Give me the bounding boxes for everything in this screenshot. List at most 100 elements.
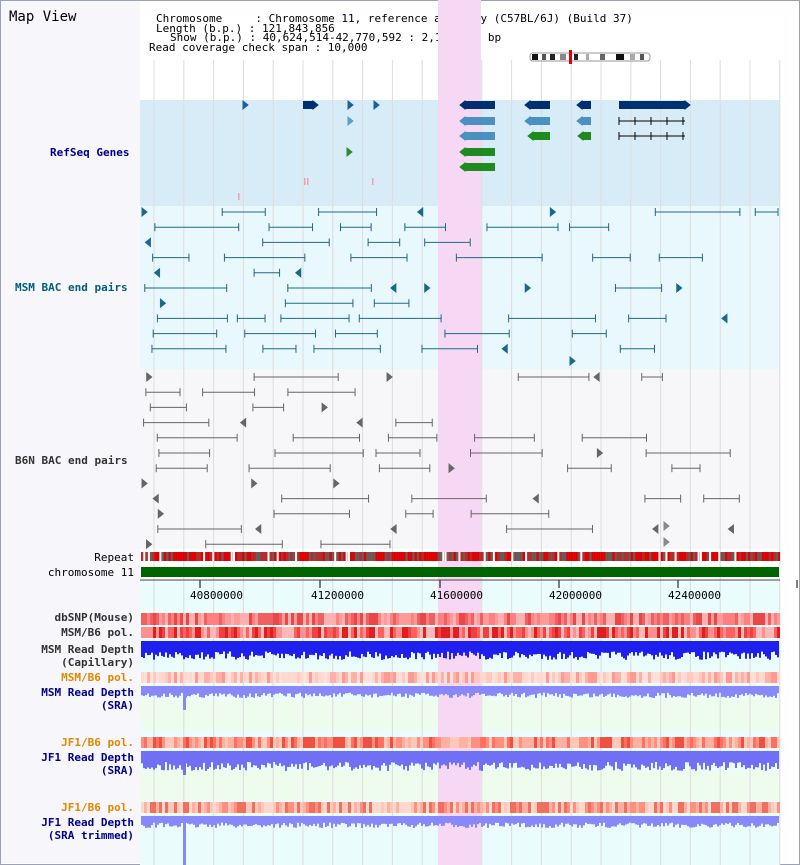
msm-capillary-depth-bar	[469, 641, 471, 652]
jf1-trimmed-depth-bar	[541, 816, 543, 828]
msm-pol2-heat-cell	[336, 672, 339, 683]
msm-capillary-depth-bar	[267, 641, 269, 653]
msm-pol-heat-cell	[201, 627, 204, 638]
dbsnp-heat-cell	[147, 613, 150, 625]
jf1-pol2-heat-cell	[336, 802, 339, 813]
repeat-segment	[773, 552, 776, 561]
repeat-segment	[748, 552, 751, 561]
dbsnp-heat-cell	[543, 613, 546, 625]
refseq-gene-features[interactable]	[238, 99, 691, 200]
jf1-pol2-heat-cell	[396, 802, 399, 813]
msm-pol2-heat-cell	[318, 672, 321, 683]
jf1-sra-depth-bar	[647, 751, 649, 767]
jf1-sra-depth-bar	[703, 751, 705, 763]
jf1-sra-depth-bar	[547, 751, 549, 769]
dbsnp-heat-cell	[684, 613, 687, 625]
dbsnp-heat-cell	[288, 613, 291, 625]
jf1-pol-heat-cell	[675, 737, 678, 748]
msm-sra-depth-bar	[373, 686, 375, 694]
msm-sra-depth-bar	[321, 686, 323, 696]
msm-capillary-depth-bar	[591, 641, 593, 654]
msm-capillary-depth-bar	[585, 641, 587, 659]
b6n-bac-pair-features[interactable]	[141, 371, 740, 550]
jf1-sra-depth-bar	[197, 751, 199, 771]
selected-region-highlight[interactable]	[438, 0, 481, 865]
jf1-pol-heat-cell	[603, 737, 606, 748]
jf1-pol-heat-cell	[180, 737, 183, 748]
msm-sra-depth-bar	[159, 686, 161, 698]
msm-sra-depth-bar	[411, 686, 413, 696]
msm-capillary-depth-bar	[475, 641, 477, 656]
msm-pol-heat-cell	[513, 627, 516, 638]
jf1-pol2-heat-cell	[348, 802, 351, 813]
jf1-sra-depth-bar	[417, 751, 419, 764]
msm-pol-heat-cell	[435, 627, 438, 638]
msm-pol2-heat-cell	[396, 672, 399, 683]
msm-sra-depth-bar	[561, 686, 563, 698]
msm-capillary-depth-bar	[379, 641, 381, 654]
jf1-sra-depth-bar	[419, 751, 421, 765]
msm-pol-heat-cell	[684, 627, 687, 638]
msm-sra-depth-bar	[609, 686, 611, 694]
jf1-pol-heat-cell	[231, 737, 234, 748]
msm-pol-heat-cell	[288, 627, 291, 638]
jf1-pol-heat-cell	[588, 737, 591, 748]
msm-sra-depth-bar	[409, 686, 411, 695]
jf1-trimmed-depth-bar	[511, 816, 513, 824]
jf1-sra-depth-bar	[587, 751, 589, 770]
repeat-segment	[465, 552, 468, 561]
repeat-segment	[325, 552, 327, 561]
jf1-pol2-heat-cell	[489, 802, 492, 813]
msm-capillary-depth-bar	[335, 641, 337, 656]
repeat-segment	[522, 552, 525, 561]
refseq-gene-exon	[582, 101, 591, 109]
jf1-trimmed-depth-bar	[587, 816, 589, 824]
jf1-sra-depth-bar	[229, 751, 231, 766]
msm-sra-depth-bar	[271, 686, 273, 698]
chromosome-bar[interactable]	[141, 567, 779, 577]
refseq-gene-exon	[303, 101, 313, 109]
jf1-pol2-heat-cell	[264, 802, 267, 813]
msm-pol2-heat-cell	[732, 672, 735, 683]
jf1-trimmed-depth-bar	[317, 816, 319, 824]
jf1-pol2-heat-cell	[213, 802, 216, 813]
dbsnp-heat-cell	[297, 613, 300, 625]
track-canvas[interactable]	[140, 0, 800, 865]
track-label-refseq[interactable]: RefSeq Genes	[50, 146, 130, 159]
jf1-sra-depth-bar	[339, 751, 341, 763]
jf1-trimmed-depth-bar	[555, 816, 557, 825]
jf1-trimmed-depth-bar	[309, 816, 311, 825]
repeat-segment	[713, 552, 716, 561]
track-label-b6n-bac[interactable]: B6N BAC end pairs	[15, 454, 128, 467]
msm-capillary-depth-bar	[171, 641, 173, 657]
msm-pol2-heat-cell	[453, 672, 456, 683]
chromosome-ideogram[interactable]	[529, 50, 651, 64]
msm-pol-heat-cell	[753, 627, 756, 638]
repeat-segment	[359, 552, 362, 561]
jf1-pol2-heat-cell	[702, 802, 705, 813]
track-label-msm-bac[interactable]: MSM BAC end pairs	[15, 281, 128, 294]
jf1-pol2-heat-cell	[198, 802, 201, 813]
msm-pol-heat-cell	[231, 627, 234, 638]
jf1-sra-depth-bar	[163, 751, 165, 771]
msm-capillary-depth-bar	[489, 641, 491, 658]
repeat-segment	[642, 552, 645, 561]
jf1-pol2-heat-cell	[315, 802, 318, 813]
repeat-segment	[180, 552, 183, 561]
track-label-jf1-depth-trimmed-sub: (SRA trimmed)	[47, 829, 134, 842]
jf1-trimmed-depth-bar	[753, 816, 755, 826]
msm-sra-depth-bar	[415, 686, 417, 694]
msm-pol-heat-cell	[579, 627, 582, 638]
jf1-pol2-heat-cell	[168, 802, 171, 813]
jf1-sra-depth-bar	[459, 751, 461, 768]
jf1-pol2-heat-cell	[216, 802, 219, 813]
msm-pol-heat-cell	[468, 627, 471, 638]
msm-bac-pair-features[interactable]	[141, 206, 779, 367]
msm-pol-heat-cell	[558, 627, 561, 638]
jf1-pol-heat-cell	[225, 737, 228, 748]
jf1-sra-depth-bar	[361, 751, 363, 768]
msm-sra-depth-bar	[469, 686, 471, 698]
dbsnp-heat-cell	[192, 613, 195, 625]
msm-capillary-depth-bar	[497, 641, 499, 656]
jf1-trimmed-depth-bar	[143, 816, 145, 826]
